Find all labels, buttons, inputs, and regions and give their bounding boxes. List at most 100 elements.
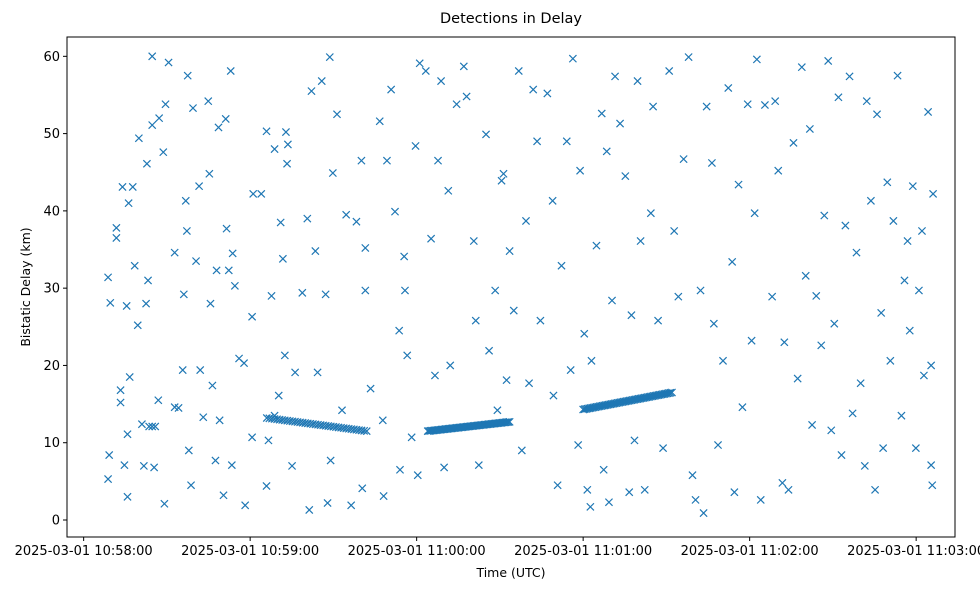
data-point (499, 169, 508, 178)
data-point (750, 209, 759, 218)
data-point (118, 182, 127, 191)
data-point (707, 158, 716, 167)
data-point (691, 495, 700, 504)
data-point (379, 492, 388, 501)
data-point (305, 505, 314, 514)
data-point (801, 271, 810, 280)
data-point (580, 329, 589, 338)
data-point (927, 361, 936, 370)
data-point (718, 356, 728, 365)
data-point (702, 102, 711, 111)
data-point (395, 326, 404, 335)
data-point (834, 93, 843, 102)
data-point (549, 391, 558, 400)
data-point (607, 296, 617, 305)
data-point (219, 491, 228, 500)
track-point (504, 417, 513, 427)
data-point (469, 236, 478, 246)
data-point (886, 356, 895, 365)
data-point (150, 463, 159, 472)
data-point (262, 127, 271, 136)
data-point (130, 261, 139, 270)
data-point (151, 422, 160, 431)
track-point (666, 388, 675, 397)
data-point (221, 114, 230, 123)
track-point (664, 389, 673, 398)
data-point (659, 444, 668, 453)
data-point (262, 481, 271, 491)
data-point (248, 312, 257, 321)
data-point (206, 299, 215, 308)
data-point (325, 53, 334, 62)
data-point (830, 319, 839, 328)
data-point (183, 71, 192, 80)
x-axis-label: Time (UTC) (475, 565, 545, 580)
data-point (866, 196, 875, 205)
data-point (323, 498, 332, 508)
data-point (699, 509, 708, 518)
data-point (459, 62, 468, 71)
data-point (411, 141, 420, 150)
data-point (778, 478, 787, 487)
data-point (347, 501, 356, 510)
data-point (730, 488, 739, 497)
y-axis-ticks: 0 10 20 30 40 50 60 (43, 50, 67, 528)
data-point (820, 211, 829, 220)
data-point (342, 210, 351, 219)
data-point (159, 148, 168, 157)
data-point (587, 356, 596, 365)
data-point (264, 436, 273, 445)
data-point (576, 166, 585, 175)
data-point (104, 273, 113, 282)
data-point (148, 121, 157, 130)
data-point (142, 299, 151, 308)
data-point (724, 83, 733, 93)
data-point (633, 77, 642, 86)
data-point (462, 92, 471, 101)
data-point (148, 52, 157, 61)
data-points (104, 52, 938, 518)
data-point (911, 444, 920, 453)
data-point (793, 374, 802, 383)
data-point (927, 461, 936, 470)
data-point (437, 77, 446, 86)
data-point (514, 66, 523, 76)
data-point (485, 346, 494, 355)
data-point (281, 128, 290, 137)
data-point (142, 159, 151, 168)
data-point (196, 366, 205, 375)
track-point (667, 388, 676, 397)
data-point (178, 366, 187, 375)
data-point (602, 147, 611, 156)
data-point (326, 456, 335, 465)
data-point (728, 257, 737, 266)
y-tick-label: 40 (43, 204, 60, 219)
data-point (332, 110, 342, 119)
data-point (361, 286, 370, 295)
data-point (497, 176, 506, 185)
data-point (521, 216, 531, 225)
data-point (812, 291, 821, 300)
data-point (123, 430, 132, 439)
data-point (317, 77, 326, 86)
data-point (893, 71, 902, 80)
data-point (226, 66, 235, 76)
data-point (390, 207, 400, 216)
data-point (106, 298, 115, 307)
data-point (756, 495, 765, 504)
data-point (133, 321, 142, 330)
y-tick-label: 30 (43, 282, 60, 297)
data-point (283, 140, 292, 149)
data-point (400, 286, 410, 295)
chart-title: Detections in Delay (440, 11, 582, 27)
plot-frame (66, 36, 956, 538)
data-point (228, 249, 237, 258)
data-point (482, 130, 491, 139)
data-point (543, 89, 552, 98)
data-point (900, 276, 909, 285)
data-point (125, 373, 134, 382)
data-point (797, 63, 806, 72)
data-point (199, 413, 208, 422)
x-tick-label: 2025-03-01 11:01:00 (514, 544, 652, 559)
data-point (837, 451, 846, 460)
